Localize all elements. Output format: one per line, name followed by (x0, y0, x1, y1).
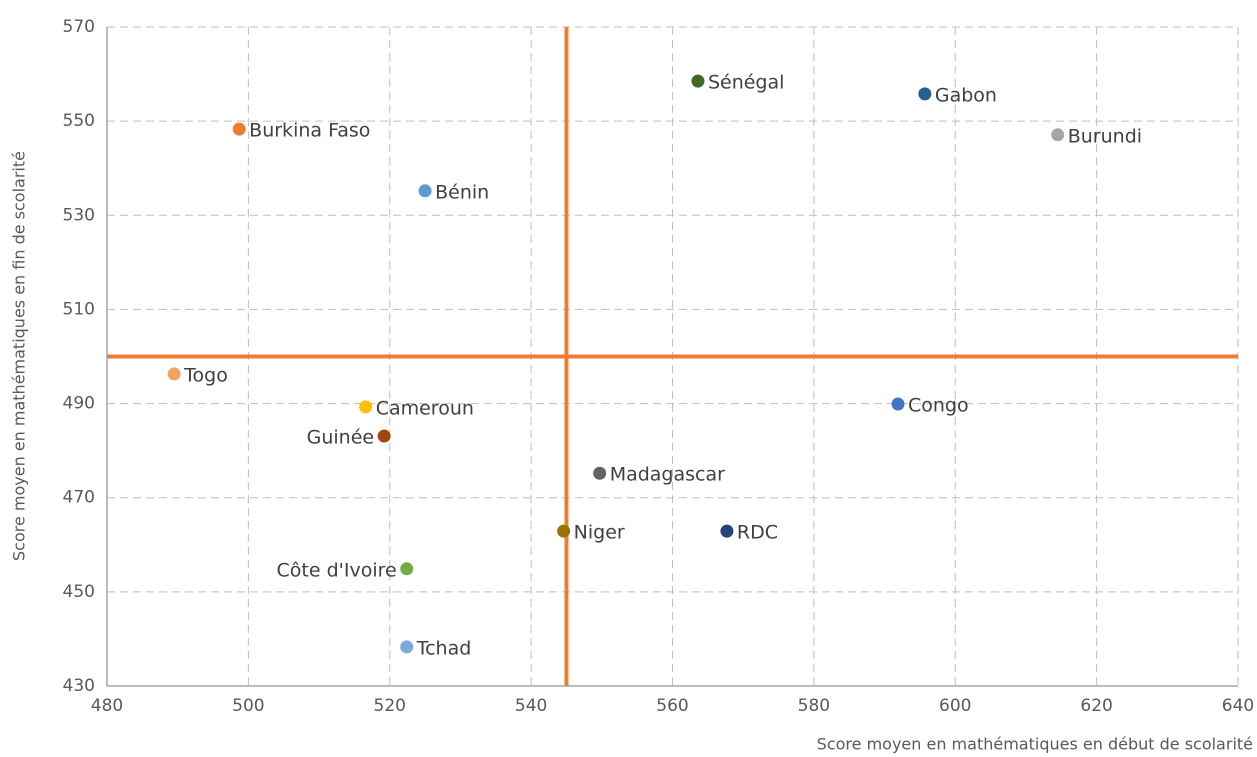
point (891, 397, 905, 411)
point (557, 524, 571, 538)
point-label: Burundi (1068, 125, 1142, 147)
x-tick-label: 560 (656, 696, 688, 716)
y-tick-label: 570 (63, 17, 95, 37)
point-label: Cameroun (376, 397, 474, 419)
point-label: Guinée (307, 427, 374, 449)
point (232, 122, 246, 136)
y-tick-label: 470 (63, 488, 95, 508)
point-label: Congo (908, 395, 969, 417)
y-axis-title: Score moyen en mathématiques en fin de s… (10, 151, 29, 561)
point-label: Madagascar (610, 464, 725, 486)
point-label: Côte d'Ivoire (277, 559, 397, 581)
point (400, 640, 414, 654)
point (400, 562, 414, 576)
point (593, 466, 607, 480)
point (691, 74, 705, 88)
x-tick-label: 640 (1222, 696, 1254, 716)
point-label: Tchad (416, 637, 472, 659)
x-tick-label: 500 (232, 696, 264, 716)
point (418, 184, 432, 198)
y-tick-label: 490 (63, 394, 95, 414)
x-tick-label: 620 (1080, 696, 1112, 716)
point (918, 87, 932, 101)
y-tick-label: 510 (63, 299, 95, 319)
point (1051, 128, 1065, 142)
point (167, 367, 181, 381)
x-tick-label: 520 (374, 696, 406, 716)
y-tick-label: 530 (63, 205, 95, 225)
y-tick-label: 430 (63, 676, 95, 696)
x-tick-label: 480 (91, 696, 123, 716)
x-tick-label: 540 (515, 696, 547, 716)
point (359, 400, 373, 414)
y-tick-label: 450 (63, 582, 95, 602)
point-label: Togo (183, 364, 228, 386)
point-label: Gabon (935, 84, 997, 106)
point (720, 524, 734, 538)
y-tick-label: 550 (63, 111, 95, 131)
x-tick-label: 600 (939, 696, 971, 716)
point-label: Niger (574, 522, 625, 544)
point (377, 429, 391, 443)
point-label: Burkina Faso (249, 120, 370, 142)
point-label: Sénégal (708, 72, 784, 94)
point-label: Bénin (435, 181, 489, 203)
x-axis-title: Score moyen en mathématiques en début de… (817, 735, 1253, 754)
point-label: RDC (737, 522, 778, 544)
x-tick-label: 580 (798, 696, 830, 716)
